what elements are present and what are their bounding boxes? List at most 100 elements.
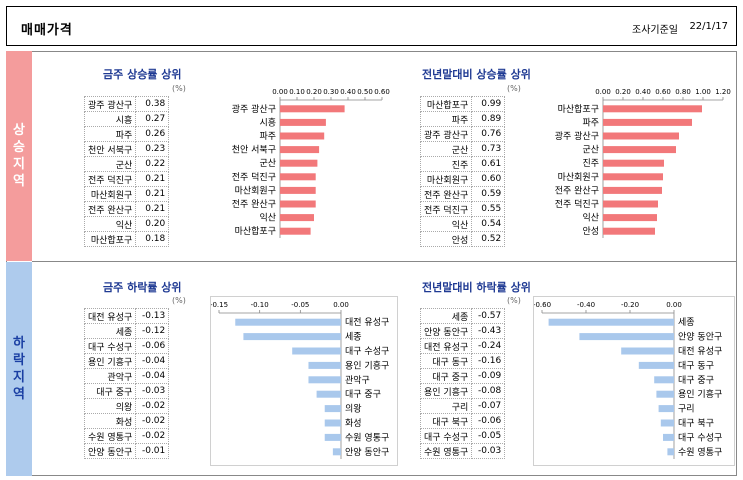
change-value: -0.24 [471,338,506,354]
region-name: 대전 유성구 [83,308,137,324]
change-value: -0.12 [135,323,170,339]
bar [280,118,326,126]
region-name: 용인 기흥구 [83,353,137,369]
region-name: 안양 동안구 [83,443,137,459]
bar [663,433,674,441]
change-value: 0.99 [471,96,506,112]
change-value: -0.08 [471,383,506,399]
region-name: 안양 동안구 [419,323,473,339]
category-label: 수원 영통구 [345,432,389,443]
bar-chart: -0.60 -0.40 -0.20 0.00 세종 안양 동안구 대전 유성구 대구 동구 대구… [533,296,735,466]
category-label: 파주 [259,131,276,142]
tick-label: -0.10 [251,301,269,309]
page-title: 매매가격 [21,23,73,38]
category-label: 대구 동구 [678,360,714,371]
bar [621,347,674,355]
category-label: 수원 영통구 [678,447,722,458]
bar [316,390,341,398]
table-row: 광주 광산구 0.76 [419,126,506,142]
bar [308,376,341,384]
change-value: 0.27 [135,111,170,127]
bar [603,186,662,194]
change-value: 0.26 [135,126,170,142]
category-label: 대구 수성구 [345,346,389,357]
change-value: -0.13 [135,308,170,324]
region-name: 대구 수성구 [419,428,473,444]
category-label: 안성 [582,226,599,237]
region-name: 대구 중구 [83,383,137,399]
table-row: 익산 0.54 [419,216,506,232]
table-row: 전주 덕진구 0.55 [419,201,506,217]
region-name: 세종 [83,323,137,339]
change-value: 0.20 [135,216,170,232]
tick-label: 1.20 [715,88,731,96]
category-label: 마산합포구 [558,104,599,115]
table-row: 관악구 -0.04 [83,368,170,384]
category-label: 대구 중구 [678,375,714,386]
category-label: 진주 [582,158,599,169]
region-name: 익산 [419,216,473,232]
category-label: 안양 동안구 [678,332,722,343]
region-name: 익산 [83,216,137,232]
bar [280,173,316,181]
change-value: 0.89 [471,111,506,127]
bar [308,361,341,369]
category-label: 구리 [678,404,695,415]
region-name: 천안 서북구 [83,141,137,157]
category-label: 안양 동안구 [345,447,389,458]
side-char: 상 [13,123,25,138]
region-name: 시흥 [83,111,137,127]
tick-label: -0.05 [291,301,309,309]
bar [603,200,658,208]
bar [280,146,320,154]
unit-label: (%) [172,296,186,305]
bar-chart-svg: 0.00 0.10 0.20 0.30 0.40 0.50 0.60 광주 광산구시흥파주천안… [232,88,390,238]
region-name: 대구 중구 [419,368,473,384]
change-value: -0.04 [135,368,170,384]
category-label: 대구 북구 [678,418,714,429]
category-label: 용인 기흥구 [345,359,389,371]
region-name: 파주 [419,111,473,127]
category-label: 익산 [259,212,276,224]
side-label-rise: 상 승 지 역 [6,51,32,261]
table-row: 대구 북구 -0.06 [419,413,506,429]
bar [280,105,345,113]
table-row: 진주 0.61 [419,156,506,172]
table-row: 안양 동안구 -0.43 [419,323,506,339]
table-row: 익산 0.20 [83,216,170,232]
region-name: 전주 덕진구 [83,171,137,187]
region-name: 군산 [83,156,137,172]
table-row: 구리 -0.07 [419,398,506,414]
category-label: 화성 [345,418,362,429]
bar [654,376,674,384]
table-row: 대구 수성구 -0.06 [83,338,170,354]
region-name: 수원 영통구 [83,428,137,444]
tick-label: -0.15 [211,301,228,309]
region-name: 구리 [419,398,473,414]
region-name: 마산합포구 [419,96,473,112]
bar [579,333,674,341]
change-value: 0.55 [471,201,506,217]
region-name: 수원 영통구 [419,443,473,459]
tick-label: 0.30 [323,88,339,96]
category-label: 마산회원구 [558,172,599,183]
change-value: 0.76 [471,126,506,142]
change-value: 0.22 [135,156,170,172]
category-label: 대전 유성구 [678,346,722,357]
side-char: 하 [13,336,25,351]
category-label: 전주 덕진구 [555,199,599,210]
unit-label: (%) [172,84,186,93]
bar [603,132,679,140]
table-row: 전주 덕진구 0.21 [83,171,170,187]
table-row: 마산회원구 0.21 [83,186,170,202]
table-row: 광주 광산구 0.38 [83,96,170,112]
category-label: 용인 기흥구 [678,388,722,400]
table-row: 전주 완산구 0.59 [419,186,506,202]
ranking-table: 광주 광산구 0.38 시흥 0.27 파주 0.26 천안 서북구 0.23 군산 0.22 전주… [83,96,170,247]
tick-label: 0.10 [289,88,305,96]
table-row: 의왕 -0.02 [83,398,170,414]
panel-title: 금주 하락률 상위 [103,281,182,294]
table-row: 마산합포구 0.18 [83,231,170,247]
